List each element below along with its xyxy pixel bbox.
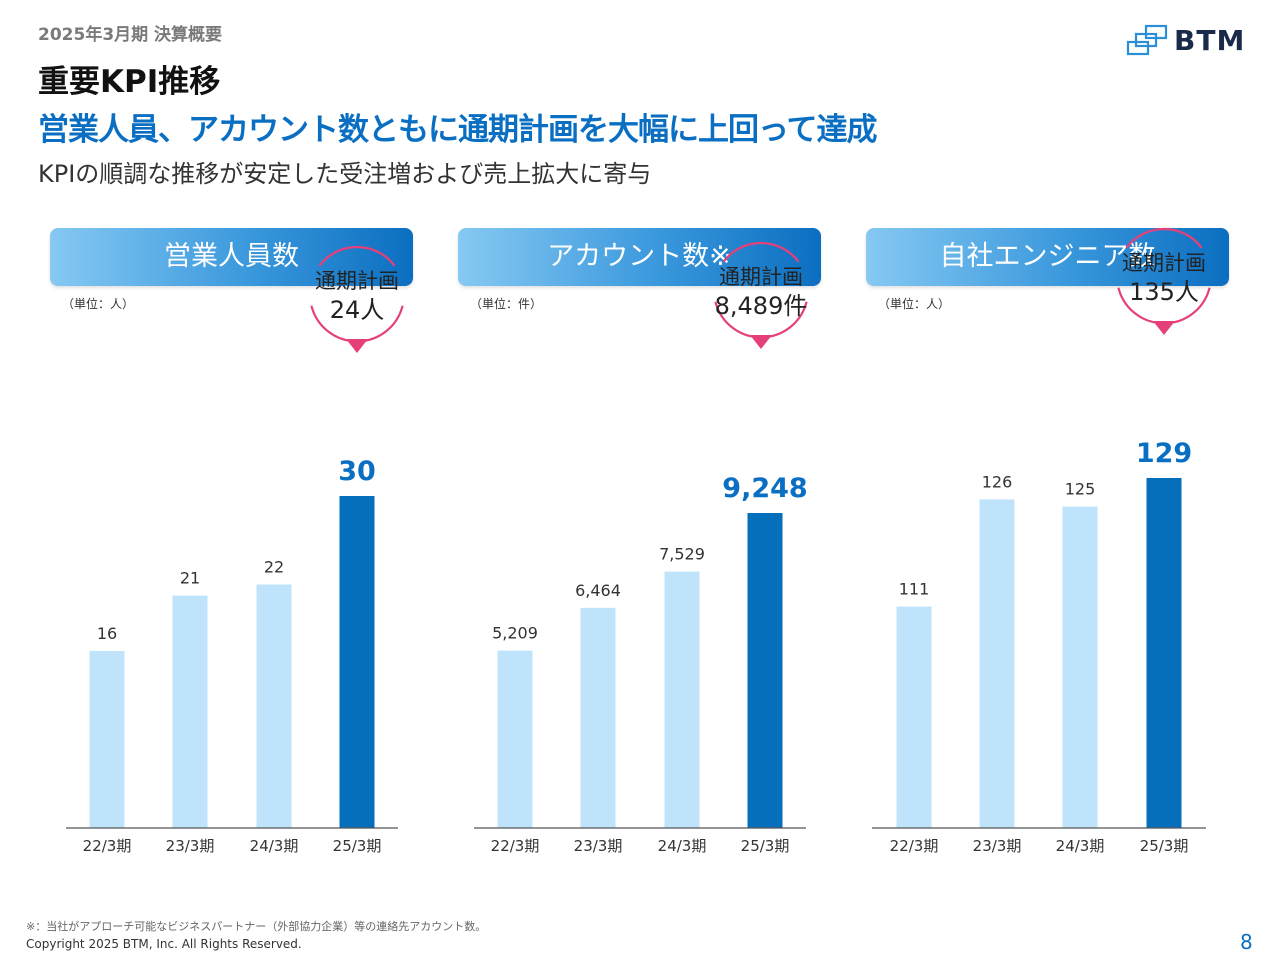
- panel-header: 自社エンジニア数: [866, 228, 1229, 286]
- plan-value: 24人: [330, 296, 385, 324]
- plan-arc-top: [1125, 227, 1203, 249]
- bar-23/3期: [580, 607, 616, 828]
- unit-label: （単位：人）: [878, 297, 951, 311]
- plan-label: 通期計画: [315, 269, 399, 293]
- value-label: 126: [982, 472, 1013, 491]
- value-label: 125: [1065, 480, 1096, 499]
- logo-mark-icon: [1126, 24, 1168, 56]
- unit-label: （単位：人）: [62, 297, 135, 311]
- panel-header: 営業人員数: [50, 228, 413, 286]
- value-label: 129: [1136, 438, 1192, 469]
- copyright: Copyright 2025 BTM, Inc. All Rights Rese…: [26, 937, 302, 951]
- plan-callout: 通期計画 135人: [1117, 227, 1211, 335]
- plan-pointer-icon: [750, 335, 772, 349]
- bar-24/3期: [256, 584, 292, 828]
- bar-25/3期: [339, 496, 375, 828]
- category-label: 22/3期: [83, 837, 132, 855]
- category-label: 25/3期: [333, 837, 382, 855]
- bar-22/3期: [497, 650, 533, 828]
- bar-25/3期: [747, 513, 783, 828]
- panel-header: アカウント数※: [458, 228, 821, 286]
- value-label: 21: [180, 569, 200, 588]
- page-number: 8: [1240, 930, 1253, 954]
- page-title: 重要KPI推移: [38, 64, 221, 100]
- plan-pointer-icon: [346, 339, 368, 353]
- plan-pointer-icon: [1153, 321, 1175, 335]
- bar-chart-accounts: 5,209 22/3期 6,464 23/3期 7,529 24/3期 9,248 25/3期…: [474, 241, 808, 855]
- category-label: 25/3期: [741, 837, 790, 855]
- unit-label: （単位：件）: [470, 297, 543, 311]
- subheadline: KPIの順調な推移が安定した受注増および売上拡大に寄与: [38, 160, 652, 188]
- bar-24/3期: [1062, 506, 1098, 828]
- bar-23/3期: [979, 499, 1015, 828]
- kpi-panel-sales-staff: 営業人員数 （単位：人） 16 22/3期 21 23/3期 22 24/3期 30 25/3…: [50, 228, 413, 868]
- plan-label: 通期計画: [1122, 251, 1206, 275]
- value-label: 22: [264, 558, 284, 577]
- panel-title: 営業人員数: [164, 241, 299, 272]
- value-label: 111: [899, 580, 930, 599]
- plan-value: 135人: [1129, 278, 1199, 306]
- plan-value: 8,489件: [715, 292, 808, 320]
- headline: 営業人員、アカウント数ともに通期計画を大幅に上回って達成: [38, 112, 877, 148]
- category-label: 22/3期: [491, 837, 540, 855]
- kpi-panel-engineers: 自社エンジニア数 （単位：人） 111 22/3期 126 23/3期 125 24/3期…: [866, 227, 1229, 868]
- btm-logo: BTM: [1126, 22, 1256, 62]
- value-label: 30: [338, 456, 376, 487]
- plan-label: 通期計画: [719, 265, 803, 289]
- panel-title: アカウント数※: [547, 241, 732, 272]
- value-label: 5,209: [492, 624, 538, 643]
- category-label: 25/3期: [1140, 837, 1189, 855]
- value-label: 6,464: [575, 581, 621, 600]
- report-period: 2025年3月期 決算概要: [38, 25, 223, 45]
- value-label: 16: [97, 624, 117, 643]
- value-label: 7,529: [659, 545, 705, 564]
- category-label: 23/3期: [574, 837, 623, 855]
- footnote: ※：当社がアプローチ可能なビジネスパートナー（外部協力企業）等の連絡先アカウント…: [26, 920, 487, 933]
- bar-22/3期: [896, 606, 932, 828]
- bar-25/3期: [1146, 478, 1182, 828]
- bar-24/3期: [664, 571, 700, 828]
- plan-arc-top: [318, 245, 396, 267]
- category-label: 24/3期: [1056, 837, 1105, 855]
- category-label: 24/3期: [658, 837, 707, 855]
- panel-title: 自社エンジニア数: [939, 241, 1156, 272]
- plan-arc-top: [722, 241, 800, 263]
- bar-22/3期: [89, 650, 125, 828]
- category-label: 24/3期: [250, 837, 299, 855]
- bar-23/3期: [172, 595, 208, 828]
- category-label: 22/3期: [890, 837, 939, 855]
- value-label: 9,248: [722, 473, 807, 504]
- kpi-panel-accounts: アカウント数※ （単位：件） 5,209 22/3期 6,464 23/3期 7,529…: [458, 228, 821, 868]
- category-label: 23/3期: [973, 837, 1022, 855]
- bar-chart-engineers: 111 22/3期 126 23/3期 125 24/3期 129 25/3期 通期計画 135人: [872, 227, 1211, 855]
- plan-callout: 通期計画 8,489件: [714, 241, 808, 349]
- logo-text: BTM: [1174, 24, 1246, 57]
- category-label: 23/3期: [166, 837, 215, 855]
- plan-callout: 通期計画 24人: [310, 245, 404, 353]
- bar-chart-sales-staff: 16 22/3期 21 23/3期 22 24/3期 30 25/3期 通期計画 24人: [66, 245, 404, 855]
